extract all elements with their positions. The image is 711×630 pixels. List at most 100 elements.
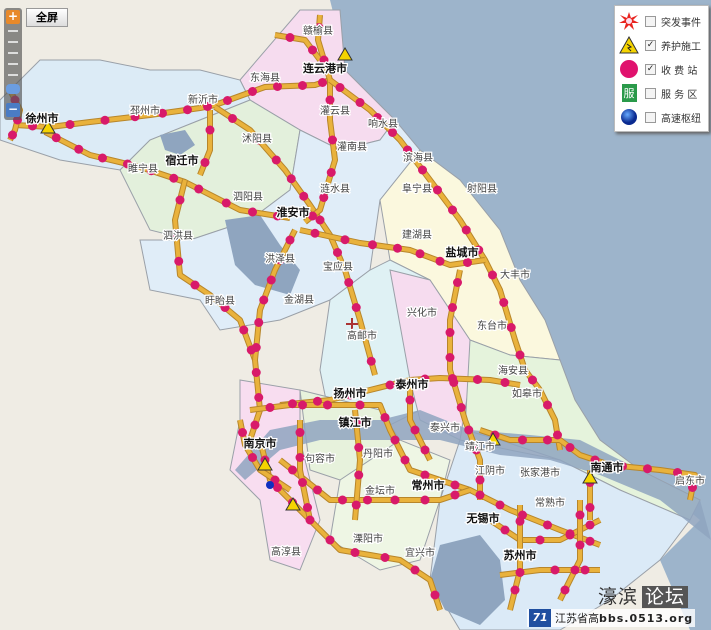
- toll-station-marker[interactable]: [515, 350, 525, 360]
- toll-station-marker[interactable]: [175, 195, 185, 205]
- toll-station-marker[interactable]: [310, 228, 320, 238]
- legend-item-construction[interactable]: ✓ 养护施工: [619, 34, 707, 56]
- expressway[interactable]: [299, 228, 486, 267]
- toll-station-marker[interactable]: [254, 318, 264, 327]
- toll-station-marker[interactable]: [450, 490, 460, 500]
- toll-station-marker[interactable]: [100, 115, 110, 125]
- toll-station-marker[interactable]: [28, 121, 37, 131]
- toll-station-marker[interactable]: [585, 536, 595, 546]
- toll-station-marker[interactable]: [430, 590, 440, 600]
- toll-station-marker[interactable]: [251, 343, 261, 352]
- toll-station-marker[interactable]: [445, 328, 455, 337]
- toll-station-marker[interactable]: [570, 565, 580, 575]
- toll-station-marker[interactable]: [319, 193, 329, 202]
- toll-station-marker[interactable]: [169, 173, 179, 183]
- toll-station-marker[interactable]: [65, 120, 75, 129]
- toll-station-marker[interactable]: [410, 425, 420, 435]
- toll-station-marker[interactable]: [405, 395, 415, 405]
- toll-station-marker[interactable]: [314, 23, 324, 32]
- toll-station-marker[interactable]: [298, 400, 307, 410]
- toll-station-marker[interactable]: [285, 33, 295, 42]
- toll-station-marker[interactable]: [543, 435, 552, 445]
- toll-station-marker[interactable]: [488, 270, 497, 280]
- toll-station-marker[interactable]: [130, 112, 140, 122]
- toll-station-marker[interactable]: [98, 153, 107, 163]
- toll-station-marker[interactable]: [285, 235, 295, 245]
- toll-station-marker[interactable]: [354, 443, 364, 452]
- toll-station-marker[interactable]: [298, 81, 307, 90]
- toll-station-marker[interactable]: [351, 303, 361, 312]
- toll-station-marker[interactable]: [220, 303, 230, 312]
- zoom-tick[interactable]: [8, 74, 18, 76]
- incident-checkbox[interactable]: [645, 15, 656, 27]
- zoom-tick[interactable]: [8, 63, 18, 65]
- construction-warning-icon[interactable]: [40, 120, 56, 134]
- toll-station-marker[interactable]: [250, 420, 260, 430]
- toll-station-marker[interactable]: [363, 495, 372, 505]
- expressway[interactable]: [303, 14, 337, 224]
- toll-station-marker[interactable]: [463, 258, 472, 267]
- toll-station-marker[interactable]: [271, 155, 281, 165]
- toll-station-marker[interactable]: [448, 303, 457, 312]
- toll-station-marker[interactable]: [295, 428, 305, 437]
- toll-station-marker[interactable]: [499, 298, 509, 307]
- toll-station-marker[interactable]: [528, 375, 537, 385]
- toll-station-marker[interactable]: [366, 356, 376, 366]
- construction-warning-icon[interactable]: [337, 47, 353, 61]
- toll-station-marker[interactable]: [456, 403, 466, 412]
- toll-station-marker[interactable]: [585, 503, 595, 512]
- toll-station-marker[interactable]: [205, 125, 215, 135]
- service-area-checkbox[interactable]: [645, 87, 656, 99]
- construction-checkbox[interactable]: ✓: [645, 39, 656, 51]
- toll-station-marker[interactable]: [308, 211, 317, 221]
- toll-station-marker[interactable]: [333, 248, 342, 257]
- toll-station-marker[interactable]: [326, 168, 336, 177]
- construction-warning-icon[interactable]: [257, 457, 273, 471]
- toll-station-marker[interactable]: [325, 535, 335, 545]
- toll-station-marker[interactable]: [74, 144, 84, 154]
- toll-station-marker[interactable]: [351, 418, 361, 427]
- toll-station-marker[interactable]: [273, 82, 282, 91]
- toll-station-marker[interactable]: [495, 500, 505, 510]
- toll-station-marker[interactable]: [298, 478, 307, 487]
- toll-station-marker[interactable]: [228, 114, 237, 123]
- toll-station-marker[interactable]: [500, 378, 510, 387]
- toll-station-marker[interactable]: [308, 45, 317, 55]
- toll-station-marker[interactable]: [355, 98, 365, 107]
- toll-station-marker[interactable]: [543, 400, 552, 410]
- toll-station-marker[interactable]: [535, 535, 545, 545]
- toll-station-marker[interactable]: [190, 280, 200, 290]
- toll-station-marker[interactable]: [183, 105, 192, 115]
- toll-station-marker[interactable]: [500, 525, 510, 535]
- toll-station-marker[interactable]: [565, 443, 575, 452]
- toll-station-marker[interactable]: [448, 374, 457, 383]
- toll-station-marker[interactable]: [518, 435, 527, 445]
- toll-station-marker[interactable]: [435, 256, 445, 266]
- toll-station-marker[interactable]: [565, 530, 575, 540]
- legend-item-toll-station[interactable]: ✓ 收 费 站: [619, 58, 707, 80]
- toll-station-marker[interactable]: [400, 455, 410, 465]
- fullscreen-button[interactable]: 全屏: [26, 8, 68, 27]
- toll-station-marker[interactable]: [580, 565, 590, 575]
- zoom-out-button[interactable]: −: [6, 102, 20, 117]
- legend-item-junction[interactable]: 高速枢纽: [619, 106, 707, 128]
- toll-station-marker[interactable]: [299, 191, 309, 201]
- construction-warning-icon[interactable]: [582, 470, 598, 484]
- zoom-tick[interactable]: [8, 52, 18, 54]
- toll-station-marker[interactable]: [643, 464, 652, 474]
- toll-station-marker[interactable]: [560, 585, 570, 595]
- toll-station-marker[interactable]: [239, 325, 249, 335]
- toll-station-marker[interactable]: [174, 256, 184, 266]
- toll-station-marker[interactable]: [390, 495, 400, 505]
- toll-station-marker[interactable]: [550, 565, 560, 575]
- toll-station-marker[interactable]: [585, 520, 595, 530]
- toll-station-marker[interactable]: [313, 396, 322, 406]
- toll-station-marker[interactable]: [420, 374, 430, 384]
- toll-station-marker[interactable]: [338, 495, 347, 505]
- toll-station-marker[interactable]: [325, 95, 335, 105]
- toll-station-marker[interactable]: [221, 198, 231, 208]
- toll-station-marker[interactable]: [248, 87, 257, 96]
- construction-warning-icon[interactable]: [285, 497, 301, 511]
- toll-station-marker[interactable]: [259, 295, 269, 305]
